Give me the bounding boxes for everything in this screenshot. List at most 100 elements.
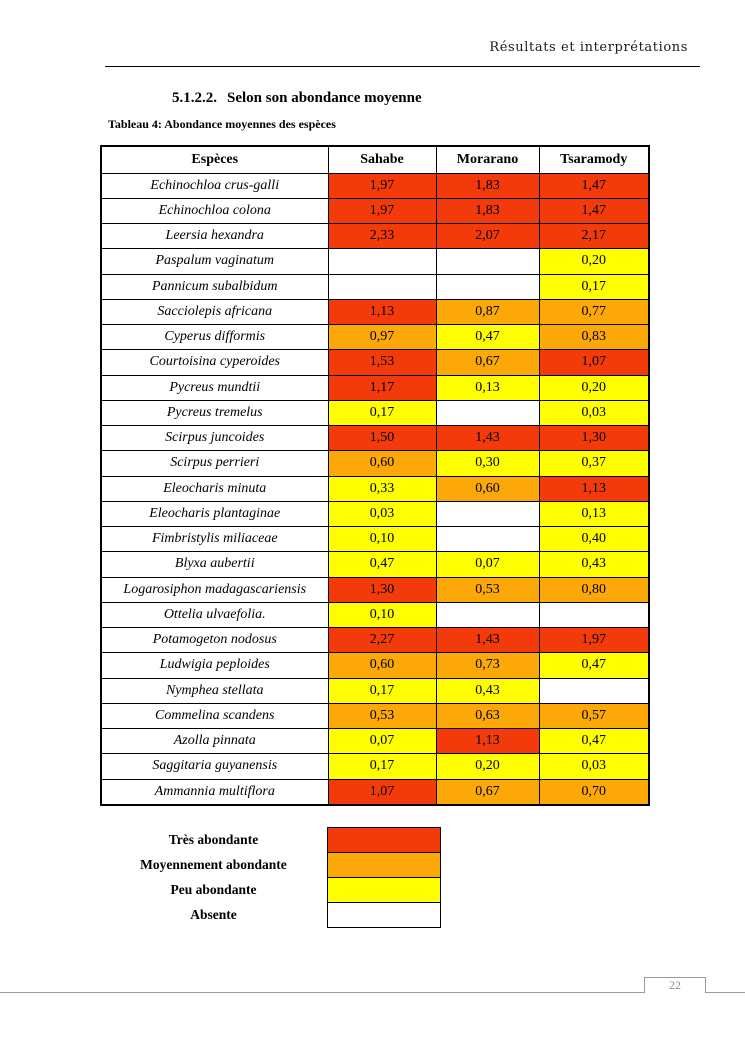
legend-label: Peu abondante (170, 882, 257, 897)
species-name: Nymphea stellata (100, 677, 329, 704)
species-name: Ammannia multiflora (100, 778, 329, 806)
abundance-cell: 1,07 (538, 349, 650, 376)
legend-item: Peu abondante (100, 877, 441, 903)
abundance-cell: 1,50 (327, 424, 437, 452)
table-row: Pycreus tremelus 0,17 0,03 (100, 399, 650, 427)
table-row: Cyperus difformis 0,97 0,47 0,83 (100, 323, 650, 351)
species-name: Fimbristylis miliaceae (100, 525, 329, 553)
species-name: Leersia hexandra (100, 222, 329, 250)
abundance-cell: 1,13 (327, 298, 437, 326)
abundance-cell (435, 601, 540, 629)
species-name: Pycreus mundtii (100, 374, 329, 401)
species-name: Courtoisina cyperoides (100, 349, 329, 376)
table-row: Blyxa aubertii 0,47 0,07 0,43 (100, 551, 650, 578)
table-row: Azolla pinnata 0,07 1,13 0,47 (100, 727, 650, 755)
table-row: Commelina scandens 0,53 0,63 0,57 (100, 702, 650, 730)
species-name: Logarosiphon madagascariensis (100, 576, 329, 603)
abundance-cell (538, 677, 650, 704)
abundance-cell: 1,30 (538, 424, 650, 452)
abundance-cell: 0,77 (538, 298, 650, 326)
abundance-cell: 2,27 (327, 626, 437, 654)
legend-label: Moyennement abondante (140, 857, 287, 872)
legend-label: Très abondante (168, 832, 259, 847)
table-row: Echinochloa crus-galli 1,97 1,83 1,47 (100, 172, 650, 199)
abundance-cell: 1,30 (327, 576, 437, 603)
header-rule (105, 66, 700, 67)
table-row: Sacciolepis africana 1,13 0,87 0,77 (100, 298, 650, 326)
abundance-cell (435, 273, 540, 300)
legend-color-swatch (327, 877, 441, 903)
abundance-cell: 1,13 (538, 475, 650, 502)
section-title: Selon son abondance moyenne (227, 90, 422, 106)
species-table-body: Echinochloa crus-galli 1,97 1,83 1,47 Echino… (100, 172, 650, 806)
abundance-cell: 0,60 (327, 450, 437, 477)
species-name: Paspalum vaginatum (100, 248, 329, 275)
abundance-cell: 0,67 (435, 349, 540, 376)
footer-rule (0, 992, 745, 993)
abundance-cell (435, 248, 540, 275)
table-row: Eleocharis plantaginae 0,03 0,13 (100, 500, 650, 528)
abundance-cell: 0,53 (435, 576, 540, 603)
table-row: Leersia hexandra 2,33 2,07 2,17 (100, 222, 650, 250)
species-name: Cyperus difformis (100, 323, 329, 351)
abundance-cell: 0,10 (327, 525, 437, 553)
abundance-cell: 1,47 (538, 197, 650, 225)
abundance-cell: 1,97 (327, 197, 437, 225)
abundance-cell: 1,53 (327, 349, 437, 376)
abundance-cell (435, 399, 540, 427)
species-name: Pycreus tremelus (100, 399, 329, 427)
table-row: Pannicum subalbidum 0,17 (100, 273, 650, 300)
table-row: Potamogeton nodosus 2,27 1,43 1,97 (100, 626, 650, 654)
species-name: Scirpus perrieri (100, 450, 329, 477)
abundance-cell: 1,83 (435, 172, 540, 199)
table-row: Nymphea stellata 0,17 0,43 (100, 677, 650, 704)
abundance-cell: 0,47 (538, 652, 650, 679)
table-row: Fimbristylis miliaceae 0,10 0,40 (100, 525, 650, 553)
table-caption: Tableau 4: Abondance moyennes des espèce… (108, 117, 336, 131)
species-name: Sacciolepis africana (100, 298, 329, 326)
abundance-cell: 0,10 (327, 601, 437, 629)
abundance-cell: 0,53 (327, 702, 437, 730)
abundance-cell (435, 525, 540, 553)
table-row: Echinochloa colona 1,97 1,83 1,47 (100, 197, 650, 225)
species-name: Eleocharis plantaginae (100, 500, 329, 528)
abundance-cell: 0,33 (327, 475, 437, 502)
abundance-cell (327, 248, 437, 275)
abundance-cell: 0,47 (538, 727, 650, 755)
abundance-cell: 1,97 (538, 626, 650, 654)
legend-item: Moyennement abondante (100, 852, 441, 878)
section-number: 5.1.2.2. (172, 90, 217, 106)
column-header-sahabe: Sahabe (327, 145, 437, 174)
running-header: Résultats et interprétations (489, 40, 688, 55)
abundance-cell: 0,03 (538, 753, 650, 780)
abundance-cell: 0,70 (538, 778, 650, 806)
abundance-cell: 0,30 (435, 450, 540, 477)
species-name: Potamogeton nodosus (100, 626, 329, 654)
legend-color-swatch (327, 827, 441, 853)
abundance-cell: 0,97 (327, 323, 437, 351)
abundance-cell: 0,03 (327, 500, 437, 528)
abundance-cell: 0,13 (538, 500, 650, 528)
species-name: Ottelia ulvaefolia. (100, 601, 329, 629)
abundance-cell: 0,20 (538, 374, 650, 401)
abundance-table: Espèces Sahabe Morarano Tsaramody Echino… (100, 145, 650, 806)
abundance-cell: 1,97 (327, 172, 437, 199)
abundance-cell: 0,13 (435, 374, 540, 401)
column-header-tsaramody: Tsaramody (538, 145, 650, 174)
legend-item: Absente (100, 902, 441, 928)
legend-color-swatch (327, 902, 441, 928)
species-name: Echinochloa colona (100, 197, 329, 225)
table-row: Paspalum vaginatum 0,20 (100, 248, 650, 275)
table-row: Ludwigia peploides 0,60 0,73 0,47 (100, 652, 650, 679)
table-row: Pycreus mundtii 1,17 0,13 0,20 (100, 374, 650, 401)
species-name: Ludwigia peploides (100, 652, 329, 679)
abundance-cell (327, 273, 437, 300)
abundance-cell: 2,33 (327, 222, 437, 250)
abundance-cell: 0,43 (538, 551, 650, 578)
page-number-box: 22 (644, 977, 706, 993)
legend-label: Absente (190, 907, 237, 922)
table-row: Saggitaria guyanensis 0,17 0,20 0,03 (100, 753, 650, 780)
abundance-cell: 0,07 (435, 551, 540, 578)
species-name: Scirpus juncoides (100, 424, 329, 452)
